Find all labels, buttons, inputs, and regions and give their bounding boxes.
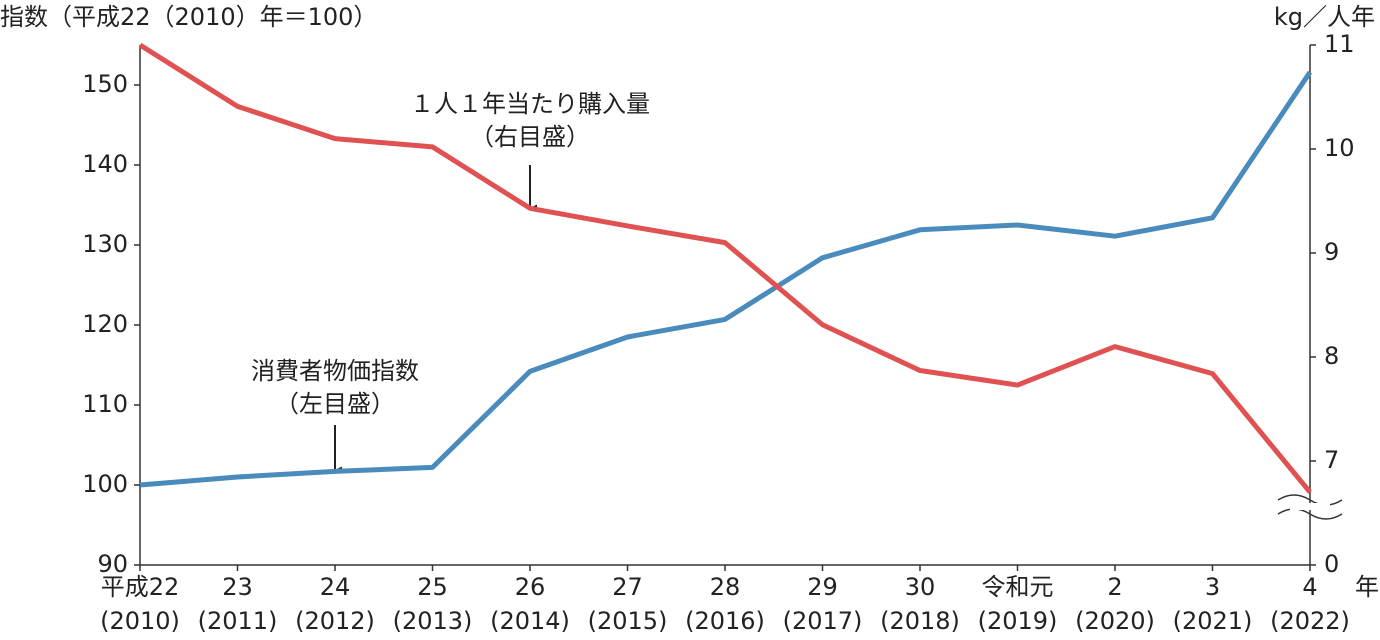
x-tick-sublabel: (2010) xyxy=(100,607,180,635)
x-tick-label: 29 xyxy=(807,573,838,601)
annotation: 消費者物価指数 xyxy=(251,357,419,385)
x-tick-label: 3 xyxy=(1205,573,1220,601)
x-unit: 年 xyxy=(1355,573,1379,601)
x-tick-sublabel: (2020) xyxy=(1075,607,1155,635)
x-tick-label: 平成22 xyxy=(101,573,180,601)
y-tick-label: 110 xyxy=(82,390,128,418)
x-tick-sublabel: (2017) xyxy=(783,607,863,635)
x-tick-sublabel: (2016) xyxy=(685,607,765,635)
annotation: １人１年当たり購入量 xyxy=(410,90,650,118)
x-tick-label: 26 xyxy=(515,573,546,601)
y2-tick-label: 11 xyxy=(1324,30,1355,58)
x-tick-label: 4 xyxy=(1302,573,1317,601)
x-tick-label: 令和元 xyxy=(982,573,1054,601)
y-tick-label: 130 xyxy=(82,230,128,258)
x-tick-label: 25 xyxy=(417,573,448,601)
series-line xyxy=(138,42,1312,494)
y2-axis-label: kg／人年 xyxy=(1274,3,1375,31)
x-tick-sublabel: (2013) xyxy=(393,607,473,635)
y2-tick-label: 0 xyxy=(1324,550,1339,578)
axis-break-gap xyxy=(1290,503,1330,510)
x-tick-sublabel: (2014) xyxy=(490,607,570,635)
y2-tick-label: 9 xyxy=(1324,238,1339,266)
x-tick-sublabel: (2019) xyxy=(978,607,1058,635)
y-tick-label: 140 xyxy=(82,150,128,178)
x-tick-sublabel: (2011) xyxy=(198,607,278,635)
x-tick-sublabel: (2018) xyxy=(880,607,960,635)
y2-tick-label: 8 xyxy=(1324,342,1339,370)
x-tick-label: 30 xyxy=(905,573,936,601)
y-axis-label: 指数（平成22（2010）年＝100） xyxy=(0,3,377,31)
x-tick-sublabel: (2012) xyxy=(295,607,375,635)
x-tick-label: 23 xyxy=(222,573,253,601)
y-tick-label: 100 xyxy=(82,470,128,498)
x-tick-label: 24 xyxy=(320,573,351,601)
x-tick-sublabel: (2021) xyxy=(1173,607,1253,635)
x-tick-label: 2 xyxy=(1107,573,1122,601)
x-tick-sublabel: (2015) xyxy=(588,607,668,635)
x-tick-label: 27 xyxy=(612,573,643,601)
y2-tick-label: 10 xyxy=(1324,134,1355,162)
series-line xyxy=(139,70,1313,488)
y-tick-label: 150 xyxy=(82,70,128,98)
y-tick-label: 120 xyxy=(82,310,128,338)
y2-tick-label: 7 xyxy=(1324,446,1339,474)
axis-break xyxy=(1277,494,1343,520)
x-tick-label: 28 xyxy=(710,573,741,601)
annotation: （左目盛） xyxy=(275,390,395,418)
y-tick-label: 90 xyxy=(97,550,128,578)
x-tick-sublabel: (2022) xyxy=(1270,607,1350,635)
annotation: （右目盛） xyxy=(470,123,590,151)
